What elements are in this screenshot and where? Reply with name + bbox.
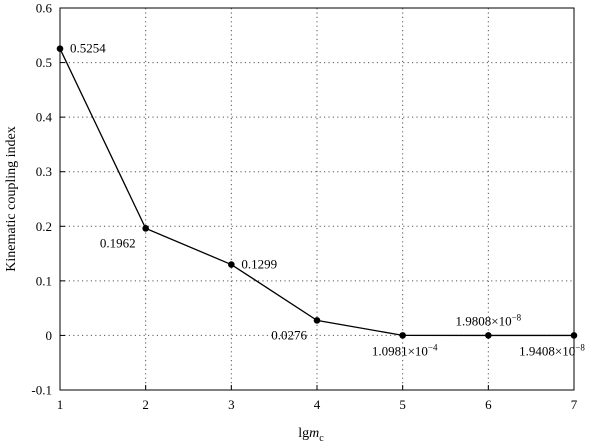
- axis-titles-layer: Kinematic coupling index lgmc: [4, 126, 324, 444]
- y-axis-title: Kinematic coupling index: [4, 126, 19, 271]
- x-tick-label: 5: [399, 397, 406, 412]
- x-tick-label: 4: [314, 397, 321, 412]
- y-tick-label: 0: [46, 328, 53, 343]
- data-point: [399, 332, 406, 339]
- x-tick-label: 7: [571, 397, 578, 412]
- y-tick-label: 0.6: [36, 1, 53, 16]
- data-point: [485, 332, 492, 339]
- data-label: 0.1299: [241, 257, 277, 272]
- data-point: [142, 225, 149, 232]
- axes-layer: 1 2 3 4 5 6 7 -0.1 0 0.1 0.2 0.3 0.4 0.5 0.6: [31, 1, 577, 413]
- data-label: 1.9808×10−8: [455, 312, 521, 328]
- x-tick-label: 1: [57, 397, 64, 412]
- data-labels-layer: 0.5254 0.1962 0.1299 0.0276 1.0981×10−4 1.980…: [70, 41, 585, 359]
- y-tick-label: -0.1: [31, 383, 52, 398]
- data-label: 1.9408×10−8: [519, 342, 585, 358]
- data-label: 0.5254: [70, 41, 106, 56]
- x-tick-label: 3: [228, 397, 235, 412]
- x-tick-label: 6: [485, 397, 492, 412]
- series-layer: [56, 45, 578, 339]
- data-label: 0.0276: [271, 327, 307, 342]
- y-tick-label: 0.5: [36, 55, 52, 70]
- x-tick-label: 2: [142, 397, 149, 412]
- grid-layer: [60, 8, 574, 390]
- x-axis-title: lgmc: [298, 426, 324, 444]
- data-label: 0.1962: [100, 235, 136, 250]
- data-point: [570, 332, 578, 339]
- data-point: [56, 45, 64, 53]
- y-tick-label: 0.1: [36, 273, 52, 288]
- y-tick-label: 0.3: [36, 164, 52, 179]
- data-label: 1.0981×10−4: [372, 342, 438, 358]
- y-tick-label: 0.2: [36, 219, 52, 234]
- data-point: [228, 261, 235, 268]
- data-point: [313, 317, 321, 324]
- y-tick-label: 0.4: [36, 110, 53, 125]
